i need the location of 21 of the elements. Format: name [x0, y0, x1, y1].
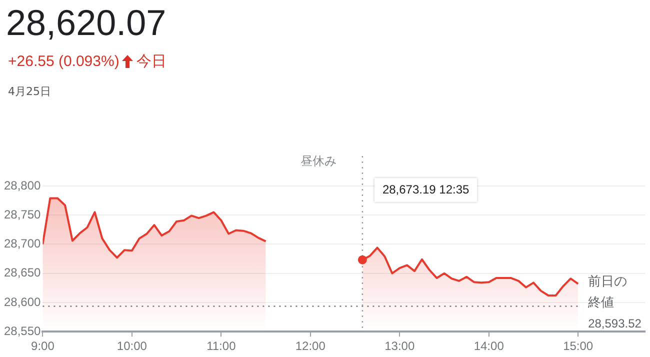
x-tick-label: 14:00 — [474, 339, 504, 354]
x-tick-label: 9:00 — [31, 339, 55, 354]
y-tick-label: 28,650 — [4, 266, 42, 280]
annotation: 28,673.19 12:35 — [382, 182, 470, 196]
y-tick-label: 28,800 — [4, 178, 42, 192]
y-tick-label: 28,550 — [4, 324, 42, 338]
y-tick-label: 28,750 — [4, 207, 42, 222]
x-tick-label: 15:00 — [563, 339, 594, 354]
y-tick-label: 28,700 — [4, 236, 42, 251]
x-tick-label: 10:00 — [116, 339, 148, 354]
x-tick-label: 13:00 — [384, 339, 415, 354]
y-tick-label: 28,600 — [4, 294, 42, 309]
chart-title: 28,620.07 — [6, 2, 166, 44]
annotation: 28,593.52 — [588, 316, 642, 331]
text: 昼休み — [300, 154, 336, 168]
chart-subtitle: +26.55 (0.093%) — [8, 53, 120, 70]
x-tick-label: 11:00 — [206, 339, 236, 354]
x-tick-label: 12:00 — [295, 339, 326, 354]
text: 4月25日 — [8, 84, 51, 99]
text: 今日 — [136, 52, 166, 71]
ref-line-label: 前日の終値 — [587, 274, 628, 311]
